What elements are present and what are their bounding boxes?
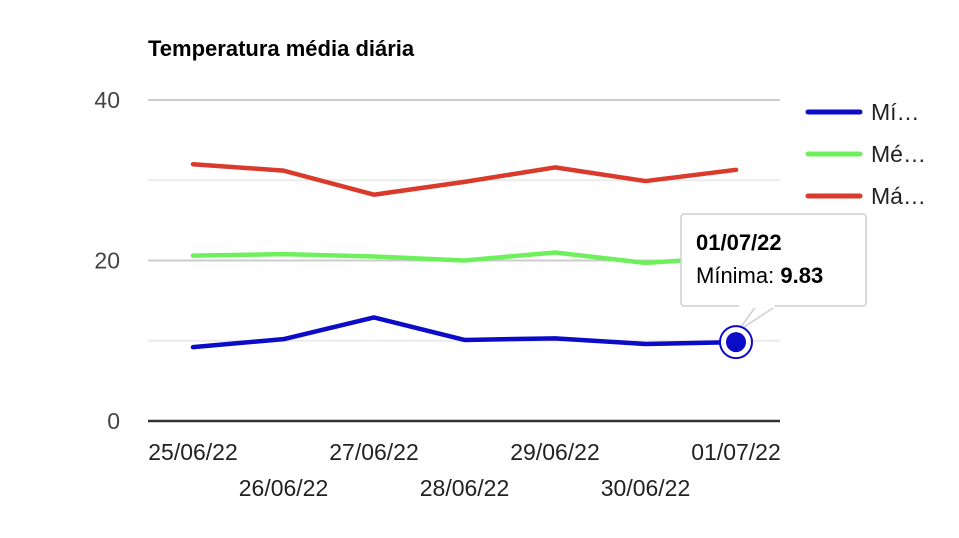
- x-tick-label: 29/06/22: [510, 439, 600, 465]
- x-axis-ticks: 25/06/2226/06/2227/06/2228/06/2229/06/22…: [148, 439, 781, 501]
- tooltip-text: Mínima: 9.83: [696, 263, 823, 288]
- x-tick-label: 27/06/22: [329, 439, 419, 465]
- tooltip: 01/07/22 Mínima: 9.83: [680, 213, 867, 360]
- series-lines: [190, 161, 739, 350]
- x-tick-label: 28/06/22: [420, 475, 510, 501]
- highlight-point: [726, 332, 746, 353]
- y-tick-label: 40: [94, 87, 120, 113]
- tooltip-label: Mínima:: [696, 263, 780, 288]
- series-line-2: [190, 250, 739, 266]
- y-axis-ticks: 0 20 40: [94, 87, 120, 434]
- chart-title: Temperatura média diária: [148, 36, 415, 61]
- series-line-3: [190, 161, 739, 197]
- y-tick-label: 0: [107, 408, 120, 434]
- x-tick-label: 01/07/22: [691, 439, 781, 465]
- tooltip-box: [680, 213, 867, 307]
- y-tick-label: 20: [94, 248, 120, 274]
- x-tick-label: 25/06/22: [148, 439, 238, 465]
- x-tick-label: 30/06/22: [601, 475, 691, 501]
- legend-label: Má…: [871, 183, 926, 209]
- legend-label: Mé…: [871, 141, 926, 167]
- legend-label: Mí…: [871, 99, 920, 125]
- tooltip-join: [739, 303, 775, 308]
- x-tick-label: 26/06/22: [239, 475, 329, 501]
- series-line-1: [190, 315, 739, 350]
- legend: Mí… Mé… Má…: [805, 99, 926, 209]
- tooltip-value: 9.83: [780, 263, 823, 288]
- tooltip-title: 01/07/22: [696, 230, 782, 255]
